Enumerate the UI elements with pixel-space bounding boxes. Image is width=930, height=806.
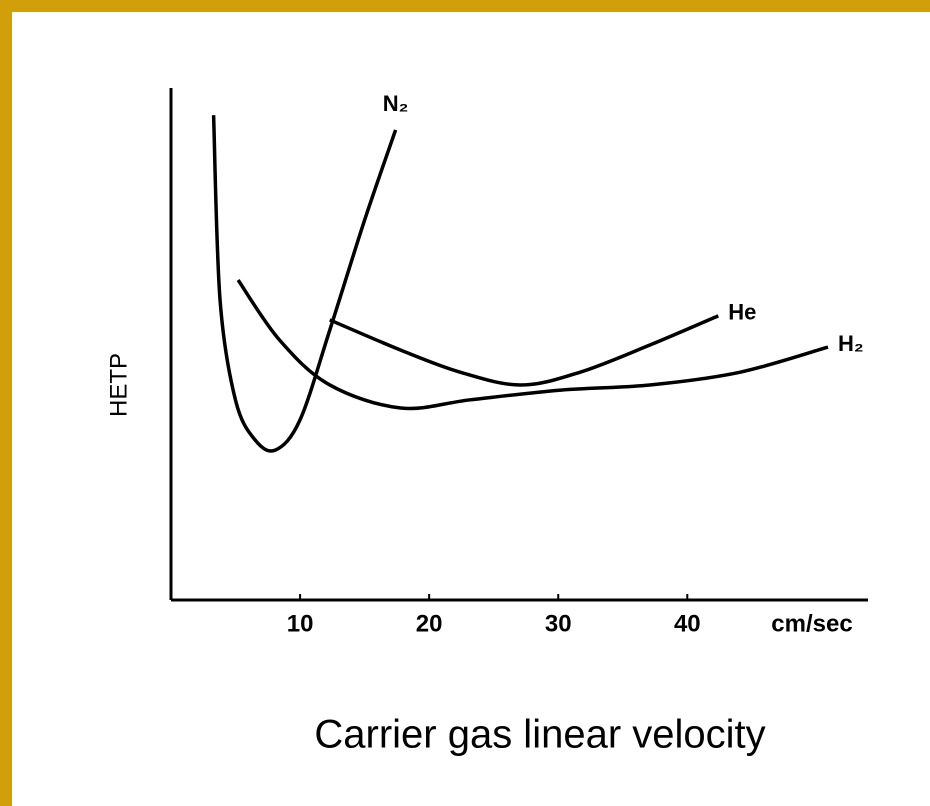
x-tick-label: 30 bbox=[545, 610, 572, 637]
x-axis-label: cm/sec bbox=[771, 610, 852, 637]
series-label: He bbox=[728, 300, 756, 325]
series-label: N₂ bbox=[383, 91, 409, 116]
slide-left-bar bbox=[0, 0, 12, 806]
series-label: H₂ bbox=[838, 331, 864, 356]
slide-top-bar bbox=[0, 0, 930, 12]
caption: Carrier gas linear velocity bbox=[314, 713, 765, 757]
x-tick-label: 40 bbox=[674, 610, 701, 637]
line-series bbox=[211, 115, 398, 453]
x-tick-label: 20 bbox=[416, 610, 443, 637]
y-axis-label: HETP bbox=[105, 353, 132, 417]
x-tick-label: 10 bbox=[287, 610, 314, 637]
line-series bbox=[236, 279, 829, 411]
line-series bbox=[329, 314, 719, 387]
